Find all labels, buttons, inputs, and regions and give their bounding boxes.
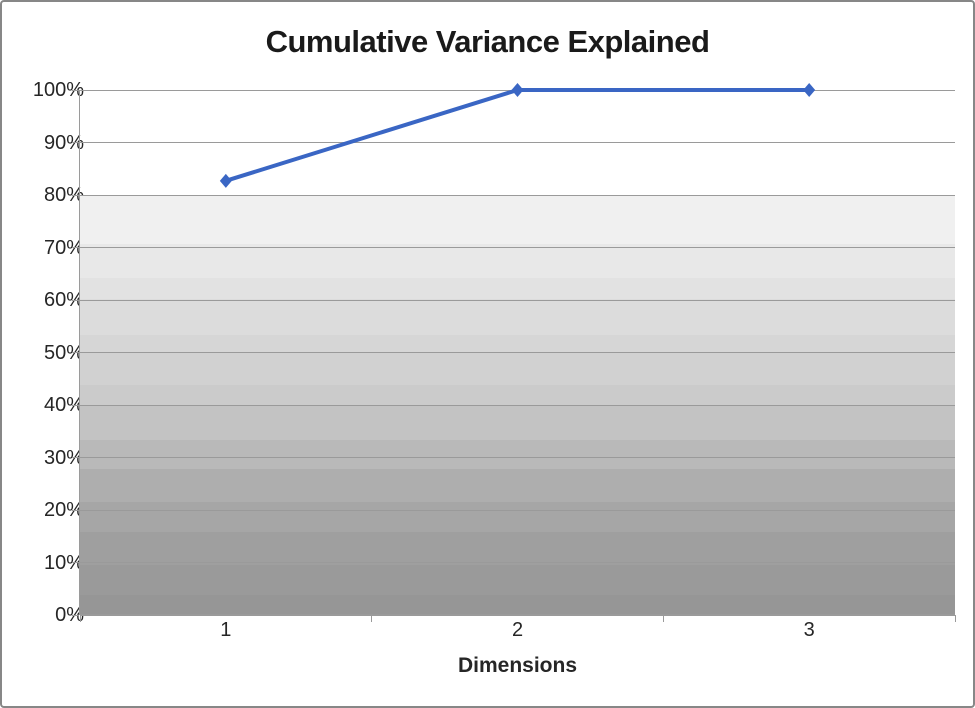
y-tick-mark <box>72 562 79 563</box>
y-tick-label: 60% <box>43 289 84 311</box>
y-tick-mark <box>72 89 79 91</box>
y-tick-label: 0% <box>55 604 84 626</box>
gridline <box>80 562 955 563</box>
y-tick-label: 20% <box>43 499 84 521</box>
y-tick-mark <box>72 142 79 143</box>
y-tick-label: 90% <box>43 131 84 154</box>
y-tick-mark <box>72 247 79 248</box>
y-tick-label: 100% <box>32 79 84 101</box>
series-line <box>225 88 810 183</box>
y-tick-mark <box>72 352 79 353</box>
plot-area <box>72 83 956 622</box>
x-tick-label: 2 <box>511 619 524 641</box>
data-point-marker <box>511 83 524 97</box>
series-line-chart <box>219 83 816 188</box>
gridline <box>80 404 955 406</box>
y-tick-mark <box>72 614 79 616</box>
y-axis-line <box>79 90 80 615</box>
y-tick-label: 70% <box>43 236 84 259</box>
x-tick-mark <box>954 615 956 622</box>
y-tick-label: 30% <box>43 446 84 469</box>
data-point-marker <box>803 83 816 97</box>
x-tick-mark <box>662 615 664 622</box>
gridline <box>80 299 955 301</box>
x-tick-label: 1 <box>220 619 232 641</box>
y-tick-mark <box>72 509 79 511</box>
x-axis-line <box>80 614 955 616</box>
y-tick-mark <box>72 404 79 406</box>
x-tick-label: 3 <box>803 619 815 641</box>
gridline <box>80 194 955 196</box>
gridline <box>80 247 955 248</box>
gridline <box>80 352 955 353</box>
data-point-marker <box>219 173 232 188</box>
x-axis-title: Dimensions <box>457 654 578 677</box>
y-tick-mark <box>72 457 79 458</box>
y-tick-mark <box>72 299 79 301</box>
chart-title: Cumulative Variance Explained <box>265 24 710 59</box>
x-tick-mark <box>371 615 373 622</box>
gridline <box>80 457 955 458</box>
y-tick-label: 50% <box>43 341 84 364</box>
gridline <box>80 509 955 511</box>
gridline <box>80 142 955 143</box>
y-tick-label: 80% <box>43 184 84 206</box>
x-tick-mark <box>79 615 81 622</box>
y-tick-mark <box>72 194 79 196</box>
y-tick-label: 10% <box>43 551 84 574</box>
y-tick-label: 40% <box>43 394 84 416</box>
